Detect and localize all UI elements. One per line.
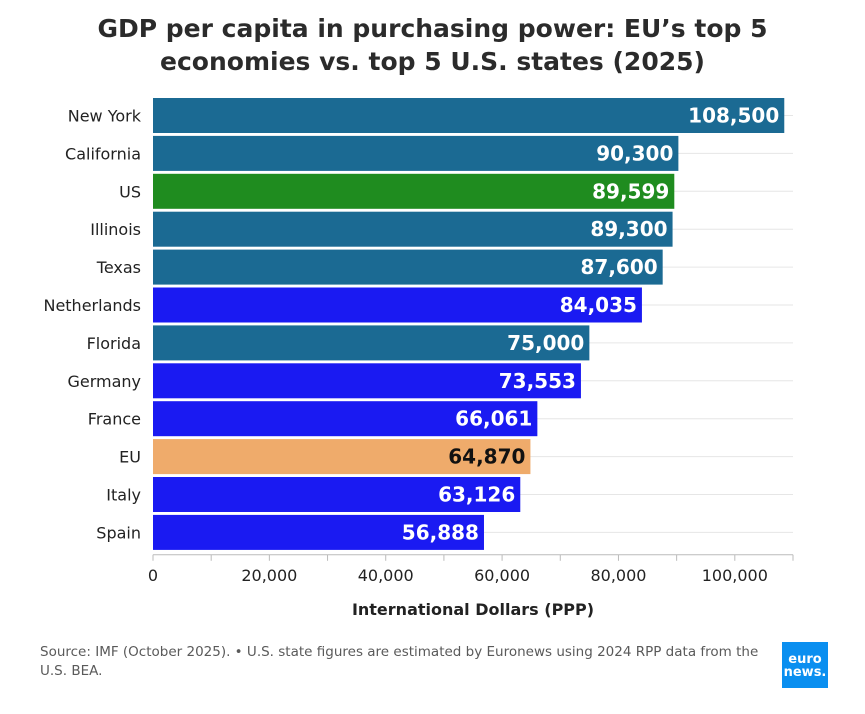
chart-title: GDP per capita in purchasing power: EU’s…: [0, 12, 865, 78]
bar: [153, 514, 484, 550]
data-label: 56,888: [402, 520, 479, 544]
bar: [153, 98, 785, 133]
category-labels: New York California US Illinois Texas Netherl…: [43, 107, 141, 543]
x-tick-label: 100,000: [702, 566, 768, 585]
category-label: California: [65, 144, 141, 163]
data-label: 89,599: [592, 179, 669, 203]
category-label: Texas: [96, 258, 141, 277]
euronews-logo: euro news.: [782, 642, 828, 688]
category-label: Italy: [106, 486, 141, 505]
data-label: 73,553: [499, 369, 576, 393]
data-label: 89,300: [590, 217, 667, 241]
x-axis-label: International Dollars (PPP): [351, 600, 595, 619]
x-tick-label: 0: [148, 566, 158, 585]
bar: [153, 173, 675, 209]
x-tick-label: 60,000: [474, 566, 530, 585]
bar: [153, 401, 538, 437]
bar: [153, 439, 531, 475]
bar: [153, 477, 521, 512]
x-axis: 0 20,000 40,000 60,000 80,000 100,000: [148, 554, 794, 585]
data-label: 64,870: [448, 445, 525, 469]
category-label: New York: [68, 107, 142, 126]
data-label: 87,600: [580, 255, 657, 279]
data-label: 75,000: [507, 331, 584, 355]
category-label: Illinois: [90, 220, 141, 239]
bars: 108,500 90,300 89,599 89,300 87,600 84,035 75,…: [153, 98, 785, 550]
category-label: Netherlands: [43, 296, 141, 315]
bar: [153, 287, 642, 323]
data-label: 84,035: [560, 293, 637, 317]
chart-title-line-2: economies vs. top 5 U.S. states (2025): [160, 47, 705, 76]
chart-title-line-1: GDP per capita in purchasing power: EU’s…: [97, 14, 768, 43]
data-label: 66,061: [455, 407, 532, 431]
logo-text-line-1: euro: [788, 652, 822, 667]
x-tick-label: 80,000: [590, 566, 646, 585]
category-label: US: [119, 182, 141, 201]
x-tick-label: 20,000: [241, 566, 297, 585]
category-label: Germany: [67, 372, 141, 391]
data-label: 63,126: [438, 483, 515, 507]
bar: [153, 135, 679, 171]
category-label: EU: [119, 448, 141, 467]
bar: [153, 325, 590, 361]
bar: [153, 363, 581, 399]
bar-chart: 108,500 90,300 89,599 89,300 87,600 84,035 75,…: [43, 98, 794, 585]
bar: [153, 249, 663, 285]
x-tick-label: 40,000: [358, 566, 414, 585]
data-label: 108,500: [688, 104, 779, 128]
category-label: Florida: [87, 334, 141, 353]
data-label: 90,300: [596, 141, 673, 165]
category-label: Spain: [96, 523, 141, 542]
logo-text-line-2: news.: [783, 665, 827, 680]
source-note: Source: IMF (October 2025). • U.S. state…: [40, 644, 759, 679]
category-label: France: [88, 410, 141, 429]
bar: [153, 211, 673, 247]
